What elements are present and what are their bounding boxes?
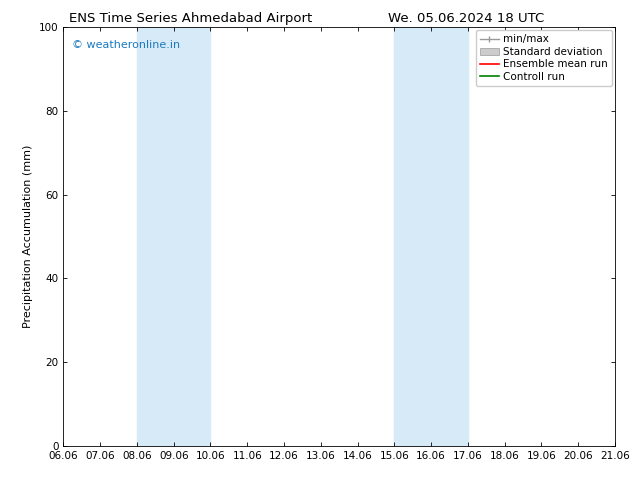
Text: We. 05.06.2024 18 UTC: We. 05.06.2024 18 UTC (388, 12, 544, 25)
Bar (394, 27, 468, 446)
Bar (137, 27, 210, 446)
Text: © weatheronline.in: © weatheronline.in (72, 40, 180, 49)
Legend: min/max, Standard deviation, Ensemble mean run, Controll run: min/max, Standard deviation, Ensemble me… (476, 30, 612, 86)
Text: ENS Time Series Ahmedabad Airport: ENS Time Series Ahmedabad Airport (68, 12, 312, 25)
Y-axis label: Precipitation Accumulation (mm): Precipitation Accumulation (mm) (23, 145, 34, 328)
